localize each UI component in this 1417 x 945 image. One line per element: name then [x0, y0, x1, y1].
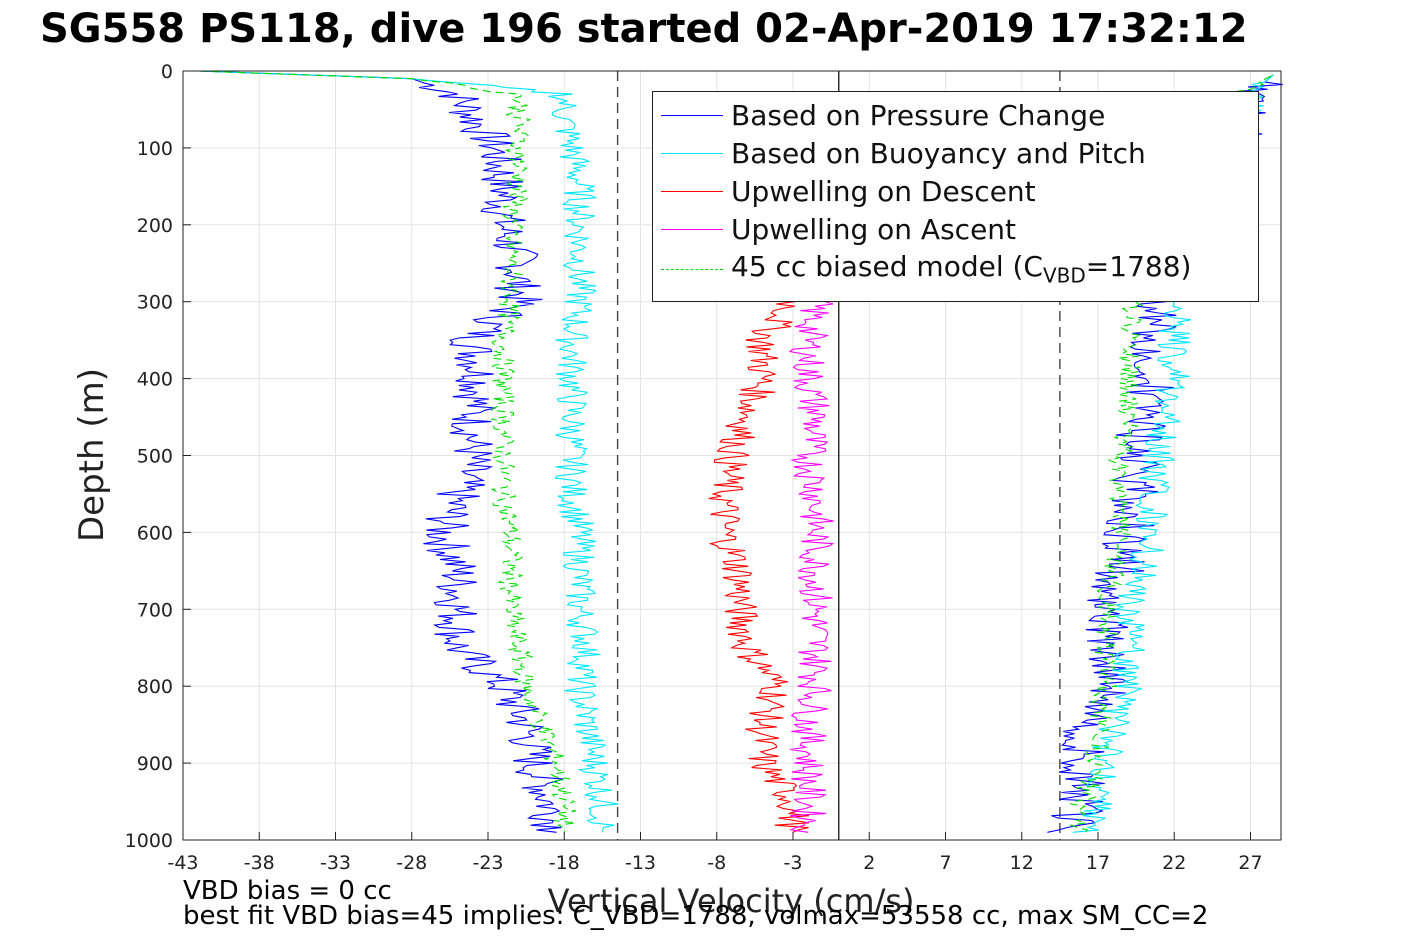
legend-label-upwelling-descent: Upwelling on Descent: [731, 174, 1036, 208]
series-based-on-pressure-change-descent-line: [198, 70, 564, 833]
x-tick-label: -43: [167, 852, 198, 874]
x-tick-label: -38: [244, 852, 275, 874]
x-axis-label: Vertical Velocity (cm/s): [547, 882, 915, 920]
y-tick-label: 0: [161, 61, 173, 83]
legend-swatch-biased-model: [661, 268, 723, 270]
x-tick-label: -8: [707, 852, 726, 874]
legend-label-buoyancy: Based on Buoyancy and Pitch: [731, 136, 1146, 170]
legend-item-buoyancy: Based on Buoyancy and Pitch: [661, 134, 1146, 172]
legend: Based on Pressure Change Based on Buoyan…: [652, 91, 1259, 302]
y-tick-label: 300: [137, 292, 173, 314]
series-upwelling-on-descent-line: [708, 301, 810, 833]
x-tick-label: -18: [549, 852, 580, 874]
legend-item-upwelling-ascent: Upwelling on Ascent: [661, 210, 1016, 248]
chart-title: SG558 PS118, dive 196 started 02-Apr-201…: [40, 6, 1248, 52]
x-tick-label: -13: [625, 852, 656, 874]
x-tick-label: 12: [1010, 852, 1034, 874]
legend-item-upwelling-descent: Upwelling on Descent: [661, 172, 1036, 210]
x-tick-label: -33: [320, 852, 351, 874]
x-tick-label: 17: [1086, 852, 1110, 874]
x-tick-label: -3: [784, 852, 803, 874]
x-tick-label: 27: [1238, 852, 1262, 874]
footer-vbd-bias: VBD bias = 0 cc: [183, 876, 392, 906]
legend-item-biased-model: 45 cc biased model (CVBD=1788): [661, 250, 1191, 288]
y-tick-label: 200: [137, 215, 173, 237]
x-tick-label: -28: [396, 852, 427, 874]
legend-swatch-upwelling-ascent: [661, 228, 723, 230]
y-tick-label: 400: [137, 369, 173, 391]
y-axis-label: Depth (m): [72, 367, 112, 543]
y-ticks: 0 100 200 300 400 500 600 700 800 900 1000: [125, 61, 191, 852]
series-upwelling-on-ascent-line: [788, 301, 835, 833]
y-tick-label: 800: [137, 676, 173, 698]
series-based-on-buoyancy-and-pitch-descent-line: [198, 70, 619, 833]
series-45-cc-biased-model-c-descent-line: [198, 70, 577, 833]
x-tick-label: 7: [939, 852, 951, 874]
y-tick-label: 1000: [125, 830, 173, 852]
y-tick-label: 700: [137, 599, 173, 621]
y-tick-label: 600: [137, 522, 173, 544]
legend-label-pressure: Based on Pressure Change: [731, 98, 1106, 132]
y-tick-label: 900: [137, 753, 173, 775]
legend-swatch-upwelling-descent: [661, 190, 723, 192]
x-ticks: -43 -38 -33 -28 -23 -18 -13 -8 -3 2 7 12 17 22 27: [167, 832, 1263, 874]
y-tick-label: 100: [137, 138, 173, 160]
legend-swatch-buoyancy: [661, 152, 723, 154]
footer-best-fit: best fit VBD bias=45 implies: C_VBD=1788…: [183, 901, 1209, 931]
x-tick-label: 22: [1162, 852, 1186, 874]
y-tick-label: 500: [137, 446, 173, 468]
legend-label-biased-model: 45 cc biased model (CVBD=1788): [731, 250, 1192, 288]
x-tick-label: 2: [863, 852, 875, 874]
legend-swatch-pressure: [661, 114, 723, 116]
legend-label-upwelling-ascent: Upwelling on Ascent: [731, 212, 1017, 246]
legend-item-pressure: Based on Pressure Change: [661, 96, 1105, 134]
x-tick-label: -23: [472, 852, 503, 874]
